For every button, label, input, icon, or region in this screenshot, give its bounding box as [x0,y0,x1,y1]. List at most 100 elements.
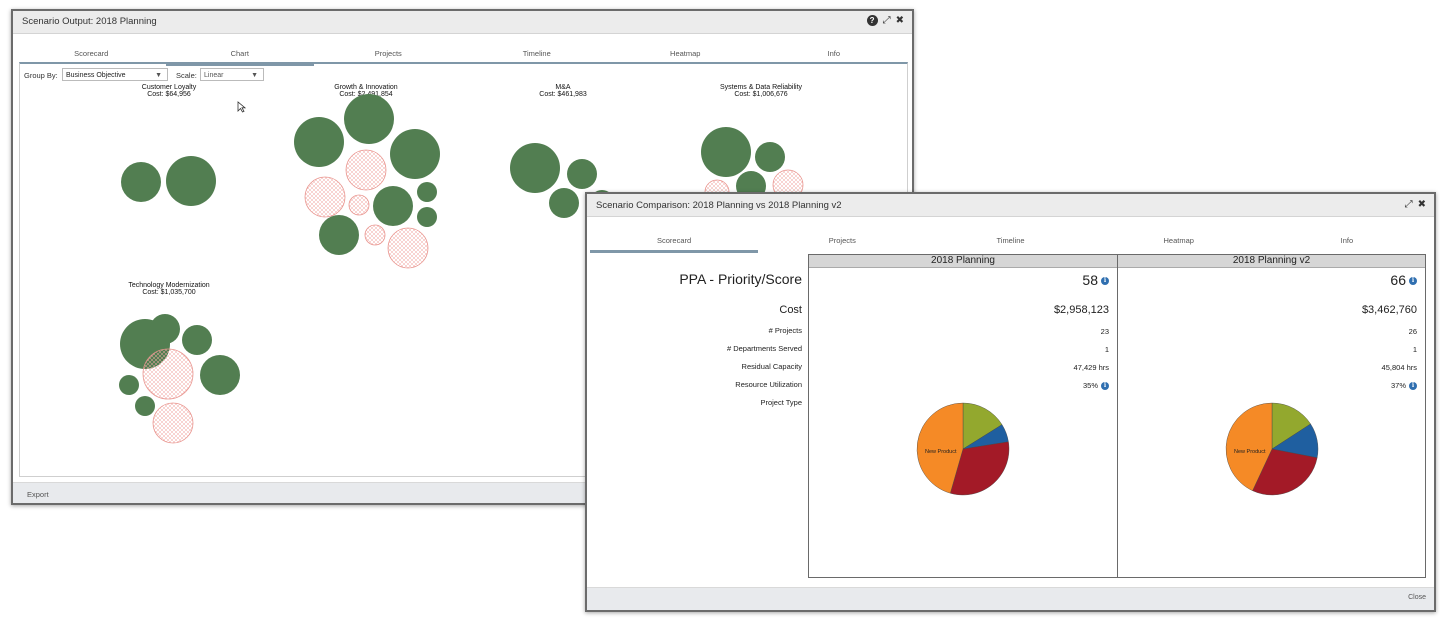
ppa-value: 58 i [1082,272,1109,288]
tab-timeline[interactable]: Timeline [996,236,1025,245]
project-type-label: Project Type [760,398,802,407]
tab-heatmap[interactable]: Heatmap [670,49,701,58]
project-bubble[interactable] [182,325,212,355]
project-bubble[interactable] [755,142,785,172]
group-name: Systems & Data Reliability [719,84,803,91]
project-bubble[interactable] [390,129,440,179]
pie-slice-label: New Product [1234,449,1266,455]
group-name: Technology Modernization [128,282,210,289]
tab-info[interactable]: Info [1340,236,1354,245]
project-bubble[interactable] [200,355,240,395]
close-icon[interactable]: ✖ [895,15,904,26]
project-bubble-unselected[interactable] [387,227,429,269]
close-button[interactable]: Close [1408,594,1426,601]
pie-slice[interactable] [962,402,1003,450]
project-type-pie-2: New Product [1225,402,1319,496]
project-bubble-unselected[interactable] [345,149,387,191]
utilization-number: 37% [1390,381,1406,390]
scenario-panel-1: 2018 Planning 58 i $2,958,123 23 1 47,429… [808,254,1118,578]
scenario-name: 2018 Planning [809,255,1117,268]
project-bubble[interactable] [294,117,344,167]
tab-scorecard[interactable]: Scorecard [74,49,109,58]
tab-chart[interactable]: Chart [165,45,315,66]
export-button[interactable]: Export [27,490,49,499]
tab-timeline[interactable]: Timeline [522,49,551,58]
project-bubble[interactable] [549,188,579,218]
utilization-number: 35% [1082,381,1098,390]
project-bubble[interactable] [417,207,437,227]
ppa-number: 66 [1390,272,1406,288]
project-bubble[interactable] [701,127,751,177]
info-icon[interactable]: i [1101,382,1109,391]
project-bubble[interactable] [319,215,359,255]
tab-scorecard[interactable]: Scorecard [590,232,759,253]
info-icon[interactable]: i [1409,277,1417,286]
tab-bar: Scorecard Chart Projects Timeline Heatma… [17,45,908,66]
group-label-customer-loyalty: Customer Loyalty Cost: $64,956 [142,84,196,98]
group-name: Customer Loyalty [141,84,197,91]
expand-icon[interactable]: ⤢ [1404,199,1413,210]
pie-slice[interactable] [1271,402,1311,450]
bubble-chart [119,94,804,444]
pie-slice[interactable] [1252,448,1318,496]
expand-icon[interactable]: ⤢ [882,15,891,26]
footer: Close [587,587,1434,610]
info-icon[interactable]: i [1101,277,1109,286]
project-bubble[interactable] [166,156,216,206]
utilization-value: 37% i [1390,381,1417,391]
scenario-comparison-window: Scenario Comparison: 2018 Planning vs 20… [585,192,1436,612]
group-name: M&A [555,84,571,91]
project-bubble[interactable] [119,375,139,395]
project-bubble[interactable] [121,162,161,202]
chart-panel: Group By: Business Objective ▼ Scale: Li… [19,62,908,477]
departments-value: 1 [1104,345,1109,354]
ppa-number: 58 [1082,272,1098,288]
project-bubble[interactable] [135,396,155,416]
project-bubble[interactable] [417,182,437,202]
project-bubble-unselected[interactable] [304,176,346,218]
group-by-value: Business Objective [66,72,126,79]
project-bubble[interactable] [567,159,597,189]
tab-projects[interactable]: Projects [374,49,402,58]
group-by-select[interactable]: Business Objective ▼ [62,68,168,81]
projects-value: 23 [1100,327,1109,336]
residual-capacity-value: 45,804 hrs [1381,363,1417,372]
project-bubble-unselected[interactable] [142,348,194,400]
project-bubble[interactable] [150,314,180,344]
tab-heatmap[interactable]: Heatmap [1163,236,1194,245]
scale-select[interactable]: Linear ▼ [200,68,264,81]
project-bubble-unselected[interactable] [364,224,386,246]
departments-label: # Departments Served [726,344,802,353]
project-bubble-unselected[interactable] [152,402,194,444]
project-bubble[interactable] [344,94,394,144]
projects-label: # Projects [768,326,802,335]
utilization-value: 35% i [1082,381,1109,391]
group-cost: Cost: $461,983 [539,91,587,98]
chevron-down-icon: ▼ [251,72,258,79]
row-labels: PPA - Priority/Score Cost # Projects # D… [587,254,802,414]
project-bubble[interactable] [373,186,413,226]
window-title: Scenario Output: 2018 Planning [22,16,157,27]
title-bar: Scenario Output: 2018 Planning ? ⤢ ✖ [13,11,912,34]
tab-info[interactable]: Info [827,49,840,58]
project-type-pie-1: New Product [916,402,1010,496]
pie-slice[interactable] [950,441,1010,496]
info-icon[interactable]: i [1409,382,1417,391]
tab-projects[interactable]: Projects [828,236,856,245]
group-name: Growth & Innovation [334,84,398,91]
pie-slice[interactable] [916,402,964,494]
help-icon[interactable]: ? [866,15,878,26]
ppa-value: 66 i [1390,272,1417,288]
project-bubble[interactable] [510,143,560,193]
title-bar: Scenario Comparison: 2018 Planning vs 20… [587,194,1434,217]
resource-utilization-label: Resource Utilization [735,380,802,389]
scale-value: Linear [204,72,224,79]
project-bubble-unselected[interactable] [348,194,370,216]
scenario-panel-2: 2018 Planning v2 66 i $3,462,760 26 1 45,… [1117,254,1426,578]
ppa-label: PPA - Priority/Score [679,271,802,287]
close-icon[interactable]: ✖ [1417,199,1426,210]
scale-label: Scale: [176,71,197,80]
pie-slice[interactable] [1225,402,1273,491]
cost-value: $2,958,123 [1053,304,1109,316]
scenario-name: 2018 Planning v2 [1118,255,1425,268]
